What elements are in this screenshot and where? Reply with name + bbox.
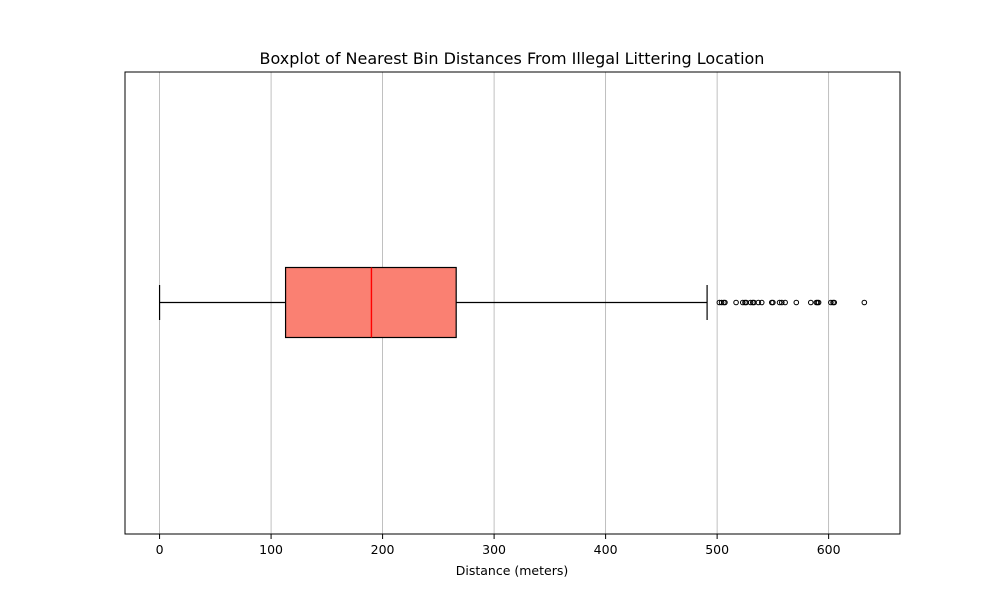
outlier-point [782, 299, 788, 306]
outlier-point [793, 299, 800, 306]
outlier-point [739, 299, 746, 306]
outlier-point [807, 299, 814, 306]
plot-frame [124, 71, 901, 535]
outlier-point [722, 299, 728, 306]
outlier-point [815, 299, 822, 306]
x-tick-label: 200 [371, 542, 395, 557]
box-layer [158, 266, 868, 339]
outlier-point [776, 299, 783, 306]
x-tick-label: 300 [482, 542, 506, 557]
outlier-point [733, 299, 739, 306]
outlier-point [718, 299, 725, 306]
outlier-point [828, 299, 834, 306]
outlier-point [831, 299, 838, 306]
x-tick-label: 500 [705, 542, 729, 557]
outlier-point [778, 299, 785, 306]
chart-title: Boxplot of Nearest Bin Distances From Il… [260, 49, 765, 68]
outlier-point [755, 299, 762, 306]
outlier-point [861, 299, 868, 306]
outlier-point [747, 299, 754, 306]
outlier-point [758, 299, 765, 306]
x-tick-label: 100 [259, 542, 283, 557]
x-tick-label: 400 [594, 542, 618, 557]
x-tick-label: 600 [817, 542, 841, 557]
x-axis-label: Distance (meters) [456, 563, 569, 578]
x-tick-label: 0 [156, 542, 164, 557]
x-axis-ticks: 0 100 200 300 400 500 600 [156, 534, 841, 557]
outlier-point [770, 299, 776, 306]
